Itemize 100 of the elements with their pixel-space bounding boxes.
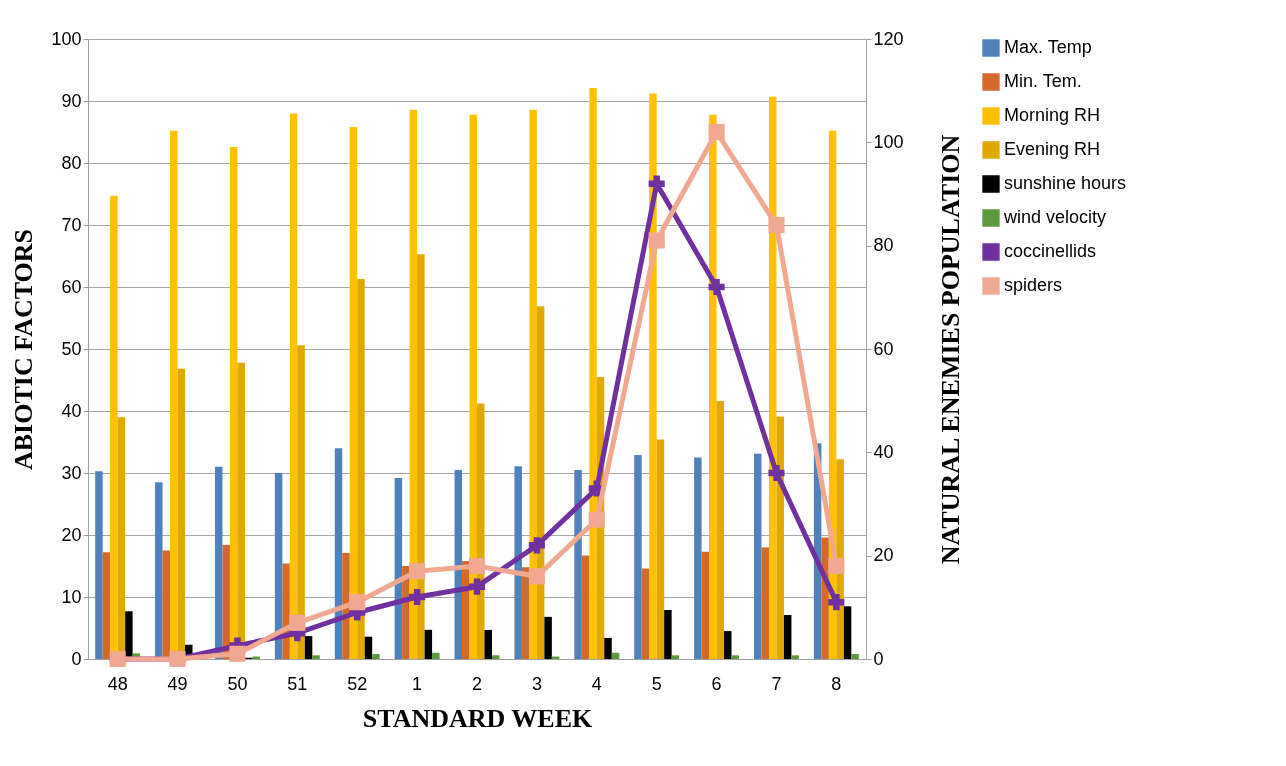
bar xyxy=(484,629,492,659)
x-tick-label: 49 xyxy=(167,673,188,694)
bar xyxy=(514,466,522,659)
x-tick-label: 50 xyxy=(227,673,248,694)
point xyxy=(468,578,486,595)
point xyxy=(229,645,246,662)
x-axis-title: STANDARD WEEK xyxy=(362,703,594,733)
bar xyxy=(589,87,597,659)
bar xyxy=(155,482,163,659)
y2-tick-label: 20 xyxy=(873,545,894,566)
y2-tick-label: 0 xyxy=(873,648,884,669)
bar xyxy=(671,655,680,659)
y-tick-label: 40 xyxy=(61,400,82,421)
bar xyxy=(611,652,620,659)
point xyxy=(528,568,545,585)
legend-label: wind velocity xyxy=(1003,207,1107,227)
legend-label: Evening RH xyxy=(1004,139,1101,159)
x-tick-label: 1 xyxy=(412,673,423,694)
x-tick-label: 8 xyxy=(831,673,842,694)
y2-tick-label: 80 xyxy=(873,235,894,256)
x-tick-label: 51 xyxy=(287,673,308,694)
bar xyxy=(491,655,500,659)
bar xyxy=(791,655,799,659)
y-tick-label: 0 xyxy=(71,648,82,669)
bar xyxy=(424,629,433,659)
point xyxy=(708,123,725,141)
y-tick-label: 30 xyxy=(61,462,82,483)
bar xyxy=(694,457,702,659)
bar xyxy=(761,547,769,659)
bar xyxy=(604,637,612,659)
bar xyxy=(701,551,710,659)
point xyxy=(409,588,426,606)
legend-label: Morning RH xyxy=(1004,105,1101,125)
point xyxy=(409,563,426,580)
x-tick-label: 4 xyxy=(591,673,602,694)
point xyxy=(768,464,785,482)
bar xyxy=(125,611,133,659)
bar xyxy=(776,416,784,659)
bar xyxy=(102,552,111,659)
bar xyxy=(95,471,103,659)
bar xyxy=(731,655,740,659)
bar xyxy=(709,114,717,659)
point xyxy=(468,557,486,575)
bar xyxy=(724,631,732,659)
bar xyxy=(716,401,725,659)
y-tick-label: 10 xyxy=(61,586,82,607)
bar xyxy=(634,455,642,659)
x-tick-label: 3 xyxy=(531,673,542,694)
legend-label: Max. Temp xyxy=(1004,37,1092,57)
y-tick-label: 50 xyxy=(61,338,82,359)
bar xyxy=(312,655,320,659)
point xyxy=(828,594,845,611)
bar xyxy=(529,109,537,659)
bar xyxy=(783,614,792,659)
point xyxy=(588,511,605,528)
bar xyxy=(162,550,171,659)
y-tick-label: 20 xyxy=(61,524,82,545)
legend-label: spiders xyxy=(1004,275,1063,295)
x-tick-label: 7 xyxy=(771,673,782,694)
legend-label: sunshine hours xyxy=(1004,173,1127,193)
bar xyxy=(222,544,230,659)
bar xyxy=(664,610,672,659)
bar xyxy=(297,345,305,659)
x-tick-label: 2 xyxy=(471,673,483,694)
bar xyxy=(417,254,425,659)
y2-tick-label: 40 xyxy=(873,441,894,462)
bar xyxy=(581,555,590,659)
point xyxy=(828,557,845,575)
y2-axis-title: NATURAL ENEMIES POPULATION xyxy=(935,134,965,565)
point xyxy=(648,232,665,249)
bar xyxy=(304,636,313,659)
x-tick-label: 5 xyxy=(651,673,662,694)
bar xyxy=(843,606,852,659)
bar xyxy=(851,654,859,659)
y-tick-label: 60 xyxy=(61,276,82,297)
legend-label: coccinellids xyxy=(1004,241,1097,261)
legend-label: Min. Tem. xyxy=(1004,71,1082,91)
y2-tick-label: 100 xyxy=(873,131,904,152)
bar xyxy=(574,469,582,659)
point xyxy=(708,278,725,296)
bar xyxy=(656,439,665,659)
point xyxy=(528,537,545,554)
y-axis-title: ABIOTIC FACTORS xyxy=(9,228,39,471)
bar xyxy=(641,568,650,659)
bar xyxy=(754,453,762,659)
x-tick-label: 52 xyxy=(347,673,368,694)
y-tick-label: 90 xyxy=(61,90,82,111)
bar xyxy=(364,636,373,659)
point xyxy=(349,594,366,611)
bar xyxy=(357,278,365,659)
bar xyxy=(432,652,440,659)
point xyxy=(289,614,306,631)
y-tick-label: 100 xyxy=(51,28,82,49)
bar xyxy=(372,654,380,659)
point xyxy=(768,216,785,234)
point xyxy=(648,175,665,192)
y-tick-label: 80 xyxy=(61,152,82,173)
y-tick-label: 70 xyxy=(61,214,82,235)
bar xyxy=(544,616,552,659)
x-tick-label: 48 xyxy=(107,673,128,694)
